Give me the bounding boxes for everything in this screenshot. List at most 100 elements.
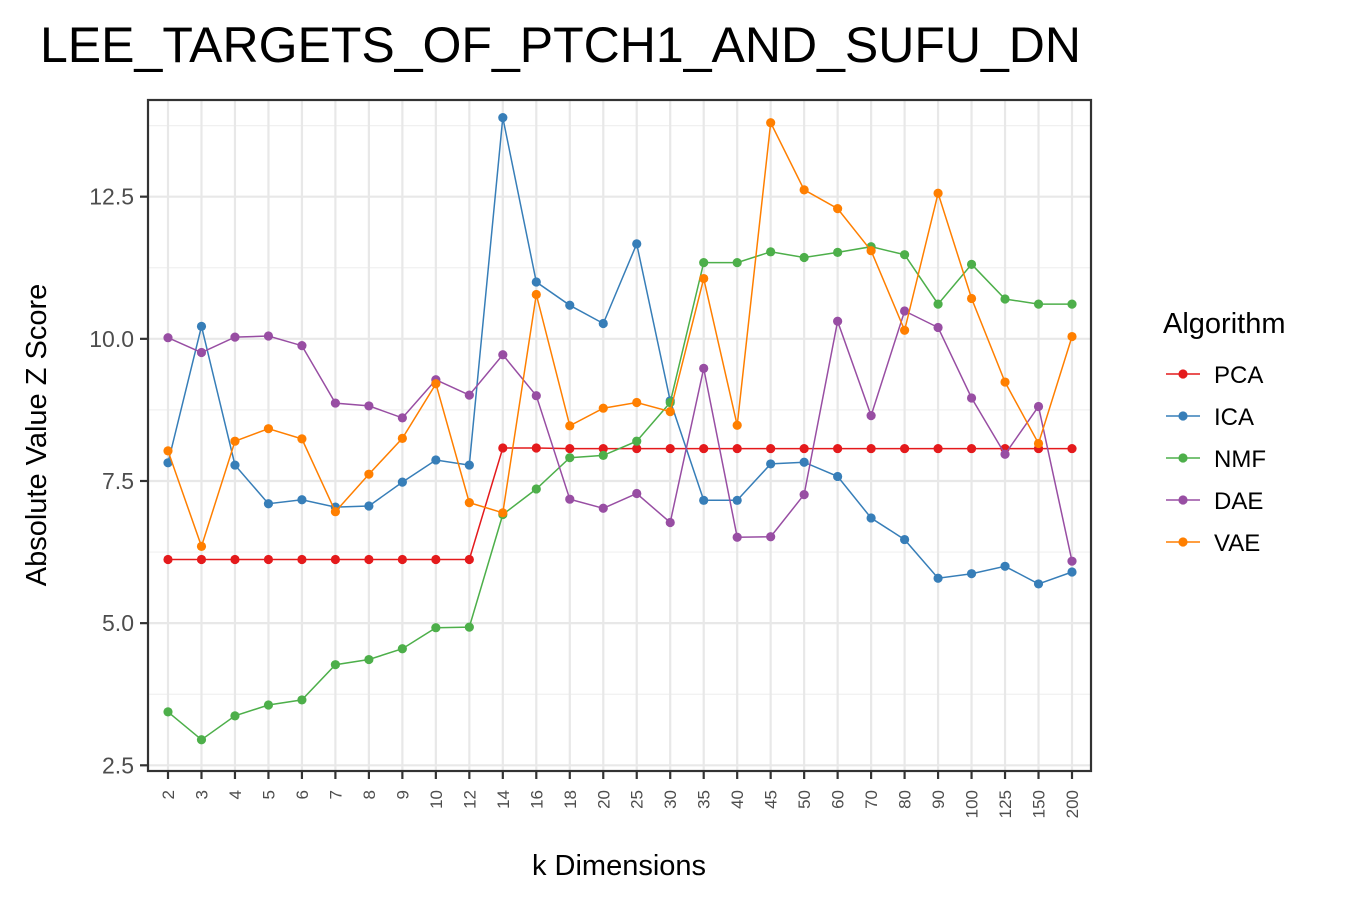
x-tick-label: 30: [661, 790, 680, 809]
data-point-ica: [263, 499, 274, 509]
legend-item-ica: ICA: [1166, 404, 1254, 431]
x-tick-label: 16: [527, 790, 546, 809]
legend-label: PCA: [1214, 362, 1263, 389]
data-point-dae: [699, 363, 709, 373]
data-point-ica: [632, 239, 642, 249]
data-point-vae: [598, 403, 608, 413]
data-point-ica: [1000, 561, 1010, 571]
x-tick-label: 12: [460, 790, 479, 809]
x-tick-label: 18: [561, 790, 580, 809]
x-tick-label: 6: [293, 790, 312, 799]
data-point-ica: [732, 495, 742, 505]
data-point-pca: [565, 443, 575, 454]
data-point-dae: [1033, 401, 1044, 412]
data-point-nmf: [196, 735, 207, 745]
y-tick-label: 2.5: [102, 752, 134, 778]
data-point-ica: [196, 321, 207, 331]
data-point-vae: [196, 541, 207, 551]
data-point-vae: [297, 434, 307, 444]
data-point-nmf: [263, 700, 274, 710]
y-tick-label: 5.0: [102, 610, 134, 636]
data-point-dae: [665, 517, 675, 528]
data-point-dae: [163, 333, 173, 343]
legend-label: NMF: [1214, 446, 1266, 473]
data-point-dae: [899, 306, 910, 316]
series-pca: [163, 443, 1077, 565]
legend-label: DAE: [1214, 488, 1263, 515]
data-point-pca: [732, 443, 742, 454]
data-point-dae: [766, 532, 776, 542]
data-point-pca: [632, 443, 642, 454]
x-tick-label: 4: [226, 790, 245, 799]
legend-label: ICA: [1214, 404, 1254, 431]
series-line-nmf: [167, 245, 1072, 741]
data-point-vae: [263, 424, 274, 434]
x-tick-label: 40: [728, 790, 747, 809]
data-point-dae: [364, 401, 374, 411]
x-tick-label: 150: [1030, 790, 1049, 818]
data-point-nmf: [464, 622, 474, 632]
data-point-nmf: [330, 660, 341, 670]
x-tick-label: 2: [159, 790, 178, 799]
data-point-pca: [263, 554, 274, 565]
data-point-vae: [966, 293, 977, 304]
data-point-pca: [330, 554, 341, 565]
data-point-dae: [966, 393, 977, 403]
series-dae: [163, 306, 1077, 566]
data-point-pca: [933, 443, 943, 454]
data-point-dae: [632, 488, 642, 499]
data-point-vae: [330, 507, 341, 517]
data-point-ica: [364, 501, 374, 511]
data-point-pca: [196, 554, 207, 565]
data-point-nmf: [833, 247, 843, 257]
data-point-nmf: [1067, 299, 1077, 309]
data-point-nmf: [732, 258, 742, 268]
data-point-dae: [230, 332, 240, 342]
data-point-ica: [933, 573, 943, 583]
legend-key-point: [1178, 537, 1188, 547]
data-point-pca: [699, 443, 709, 454]
data-point-nmf: [230, 711, 240, 721]
data-point-ica: [297, 495, 307, 505]
x-tick-label: 14: [494, 790, 513, 809]
data-point-vae: [498, 508, 508, 518]
data-point-dae: [598, 503, 608, 513]
x-axis-title: k Dimensions: [532, 850, 706, 882]
data-point-pca: [1067, 443, 1077, 454]
x-tick-label: 45: [762, 790, 781, 809]
legend-item-nmf: NMF: [1166, 446, 1266, 473]
data-point-vae: [899, 325, 910, 335]
data-point-vae: [632, 397, 642, 408]
data-point-nmf: [297, 695, 307, 705]
data-point-ica: [866, 513, 876, 523]
x-tick-label: 7: [326, 790, 345, 799]
x-tick-label: 80: [896, 790, 915, 809]
data-point-vae: [866, 246, 876, 256]
data-point-nmf: [397, 644, 407, 654]
data-point-dae: [1000, 449, 1010, 459]
data-point-ica: [799, 457, 809, 467]
y-tick-label: 7.5: [102, 468, 134, 494]
axes: 2.55.07.510.012.52 3 4 5 6 7 8 9 10 12 14 16 18 20 25 3…: [89, 184, 1082, 819]
data-point-dae: [732, 532, 742, 542]
legend-title: Algorithm: [1163, 308, 1286, 340]
x-tick-label: 70: [862, 790, 881, 809]
series-nmf: [163, 242, 1077, 745]
data-point-pca: [364, 554, 374, 565]
data-point-pca: [665, 443, 675, 454]
data-point-ica: [598, 318, 608, 329]
data-point-ica: [464, 460, 474, 470]
data-point-dae: [397, 413, 407, 423]
x-tick-label: 100: [963, 790, 982, 818]
x-tick-label: 25: [628, 790, 647, 809]
data-point-vae: [464, 498, 474, 508]
data-point-ica: [230, 460, 240, 470]
x-tick-label: 50: [795, 790, 814, 809]
data-point-vae: [397, 433, 407, 443]
data-point-pca: [766, 443, 776, 454]
data-point-pca: [531, 443, 541, 453]
x-tick-label: 200: [1063, 790, 1082, 818]
data-point-dae: [531, 391, 541, 401]
data-point-dae: [297, 341, 307, 351]
x-tick-label: 90: [929, 790, 948, 809]
